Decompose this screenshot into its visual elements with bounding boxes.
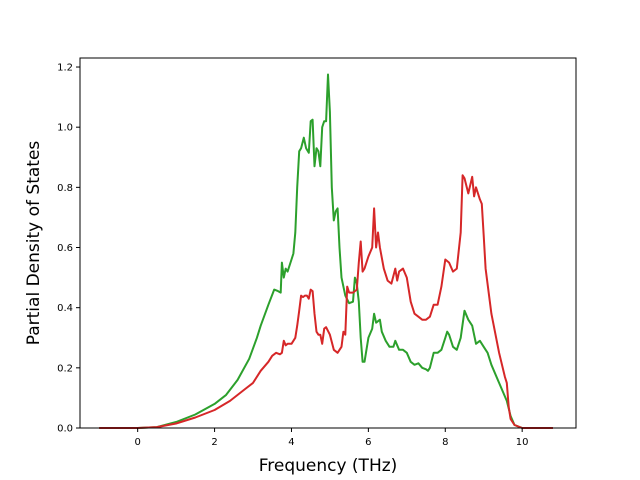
y-axis-label: Partial Density of States	[24, 141, 44, 346]
x-tick-label: 4	[288, 437, 294, 448]
x-tick-label: 10	[516, 437, 529, 448]
x-tick-label: 2	[211, 437, 217, 448]
plot-frame	[79, 57, 577, 429]
y-tick-label: 0.8	[57, 183, 73, 194]
y-ticks: 0.0 0.2 0.4 0.6 0.8 1.0 1.2	[57, 63, 80, 435]
y-tick-label: 1.2	[57, 63, 73, 74]
series-layer	[99, 73, 553, 429]
y-tick-label: 0.2	[57, 363, 73, 374]
x-tick-label: 8	[442, 437, 448, 448]
y-tick-label: 1.0	[57, 123, 73, 134]
series-line-2	[99, 174, 553, 429]
x-ticks: 0 2 4 6 8 10	[134, 428, 529, 448]
series-line-1	[99, 73, 553, 429]
x-axis-label: Frequency (THz)	[259, 456, 398, 476]
x-tick-label: 6	[365, 437, 371, 448]
y-tick-label: 0.4	[57, 303, 73, 314]
y-tick-label: 0.6	[57, 243, 73, 254]
y-tick-label: 0.0	[57, 424, 73, 435]
x-tick-label: 0	[134, 437, 140, 448]
